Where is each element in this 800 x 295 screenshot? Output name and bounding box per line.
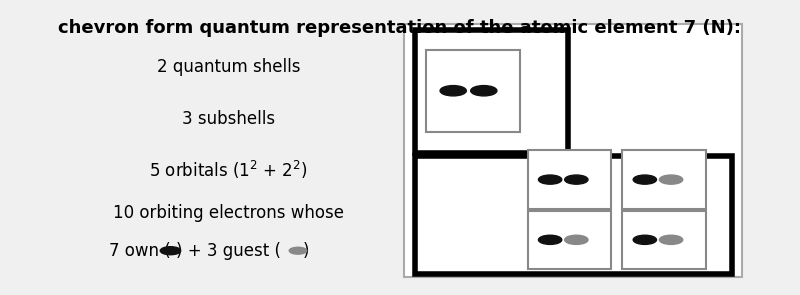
Bar <box>527 150 611 209</box>
Circle shape <box>470 86 497 96</box>
Circle shape <box>565 175 588 184</box>
Text: 10 orbiting electrons whose: 10 orbiting electrons whose <box>114 204 344 222</box>
Circle shape <box>565 235 588 244</box>
Text: 5 orbitals (1$^2$ + 2$^2$): 5 orbitals (1$^2$ + 2$^2$) <box>150 159 308 181</box>
Circle shape <box>440 86 466 96</box>
Text: 3 subshells: 3 subshells <box>182 110 275 128</box>
Circle shape <box>659 235 682 244</box>
Circle shape <box>633 175 657 184</box>
Circle shape <box>538 175 562 184</box>
Bar <box>622 211 706 269</box>
Circle shape <box>633 235 657 244</box>
Text: ): ) <box>303 242 310 260</box>
Text: chevron form quantum representation of the atomic element 7 (N):: chevron form quantum representation of t… <box>58 19 742 37</box>
Text: 2 quantum shells: 2 quantum shells <box>157 58 301 76</box>
Circle shape <box>659 175 682 184</box>
Bar <box>414 156 731 274</box>
Text: ) + 3 guest (: ) + 3 guest ( <box>175 242 281 260</box>
Bar <box>527 211 611 269</box>
Bar <box>404 24 742 276</box>
Bar <box>414 30 567 153</box>
Bar <box>426 50 520 132</box>
Text: 7 own (: 7 own ( <box>109 242 170 260</box>
Bar <box>622 150 706 209</box>
Circle shape <box>538 235 562 244</box>
Circle shape <box>160 247 181 255</box>
Circle shape <box>290 247 306 254</box>
